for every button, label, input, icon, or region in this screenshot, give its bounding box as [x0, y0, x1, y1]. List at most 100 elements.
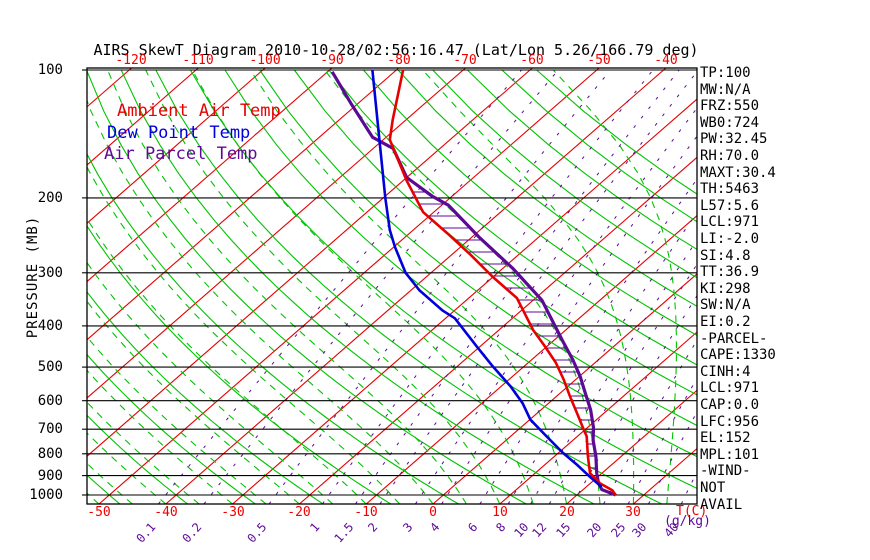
ambient-temp-curve	[388, 69, 617, 496]
dry-adiabat-line	[155, 69, 663, 504]
stat-line: KI:298	[700, 280, 751, 297]
stat-line: AVAIL	[700, 496, 743, 513]
mixing-ratio-line	[158, 69, 522, 504]
bottom-temp-tick: -30	[221, 505, 245, 520]
top-temp-tick: -90	[320, 53, 344, 68]
dry-adiabat-line	[120, 69, 595, 504]
top-temp-tick: -110	[182, 53, 214, 68]
stat-line: EL:152	[700, 430, 751, 447]
dry-adiabat-line	[432, 69, 697, 279]
top-temp-tick: -80	[387, 53, 411, 68]
bottom-temp-tick: -50	[87, 505, 111, 520]
moist-adiabat-line	[87, 462, 133, 504]
dry-adiabat-line	[87, 353, 256, 504]
pressure-tick-label: 400	[37, 318, 63, 334]
pressure-tick-label: 200	[37, 190, 63, 206]
grid-layer	[87, 68, 697, 504]
isotherm-line	[299, 156, 697, 504]
dry-adiabat-line	[87, 291, 324, 504]
mixing-unit-label: (g/kg)	[664, 514, 711, 529]
dry-adiabat-line	[87, 69, 527, 504]
moist-adiabat-line	[87, 261, 334, 504]
stat-line: TT:36.9	[700, 264, 760, 281]
dry-adiabat-line	[189, 69, 697, 490]
isotherm-line	[432, 273, 697, 504]
dry-adiabat-line	[328, 69, 697, 366]
isotherm-line	[87, 68, 333, 283]
bottom-temp-tick: 0	[429, 505, 437, 520]
stat-line: TH:5463	[700, 181, 760, 198]
mixing-ratio-line	[414, 107, 697, 504]
stat-line: SW:N/A	[700, 297, 751, 314]
dry-adiabat-line	[363, 69, 697, 336]
isotherm-line	[87, 68, 199, 166]
mixing-ratio-line	[379, 70, 697, 504]
legend-item-air-parcel-temp: Air Parcel Temp	[104, 144, 258, 164]
mixing-ratio-line	[548, 263, 697, 504]
isotherm-line	[365, 214, 697, 504]
dry-adiabat-line	[293, 69, 697, 396]
legend-item-ambient-air-temp: Ambient Air Temp	[117, 101, 281, 121]
pressure-tick-label: 300	[37, 265, 63, 281]
stat-line: RH:70.0	[700, 148, 760, 164]
stat-line: MPL:101	[700, 446, 760, 463]
isotherm-line	[232, 98, 697, 504]
dry-adiabat-line	[87, 152, 459, 504]
mixing-ratio-line	[530, 239, 697, 504]
dewpoint-curve	[371, 69, 603, 488]
stat-line: CAP:0.0	[700, 397, 760, 413]
dry-adiabat-line	[87, 414, 188, 504]
dry-adiabat-line	[467, 69, 697, 251]
top-temp-tick: -70	[453, 53, 477, 68]
moist-adiabat-line	[87, 99, 434, 504]
moist-adiabat-line	[87, 165, 401, 504]
dry-adiabat-line	[397, 69, 697, 307]
stat-line: FRZ:550	[700, 98, 760, 115]
dry-adiabat-line	[259, 69, 697, 427]
isotherm-line	[87, 68, 266, 225]
parcel-temp-curve	[330, 70, 617, 497]
bottom-temp-tick: -20	[287, 505, 311, 520]
isotherm-line	[499, 331, 697, 504]
bottom-temp-tick: 10	[492, 505, 508, 520]
moist-adiabat-line	[87, 492, 100, 504]
pressure-tick-label: 700	[37, 421, 63, 437]
top-temp-tick: -120	[115, 53, 147, 68]
stat-line: MAXT:30.4	[700, 164, 776, 181]
top-temp-tick: -60	[520, 53, 544, 68]
stat-line: -PARCEL-	[700, 330, 768, 347]
moist-adiabat-line	[87, 300, 300, 504]
pressure-tick-label: 1000	[29, 487, 63, 503]
mixing-ratio-line	[355, 69, 680, 504]
sounding-layer	[330, 69, 617, 497]
stat-line: EI:0.2	[700, 314, 751, 330]
stat-line: LCL:971	[700, 214, 760, 231]
moist-adiabat-line	[324, 69, 601, 504]
legend-item-dew-point-temp: Dew Point Temp	[107, 123, 251, 143]
stat-line: L57:5.6	[700, 197, 760, 214]
stat-line: NOT	[700, 480, 726, 496]
stat-line: CINH:4	[700, 363, 751, 380]
stat-line: TP:100	[700, 65, 751, 81]
pressure-tick-label: 500	[37, 359, 63, 375]
temp-unit-label: T(C)	[676, 504, 708, 519]
isotherm-line	[87, 68, 400, 341]
moist-adiabat-line	[107, 69, 467, 504]
pressure-tick-label: 800	[37, 446, 63, 462]
bottom-temp-tick: 30	[625, 505, 641, 520]
stat-line: MW:N/A	[700, 81, 751, 98]
stat-line: LFC:956	[700, 413, 760, 430]
moist-adiabat-line	[145, 69, 501, 504]
isotherm-line	[566, 389, 697, 504]
pressure-tick-label: 600	[37, 393, 63, 409]
top-temp-tick: -100	[249, 53, 281, 68]
stat-line: PW:32.45	[700, 131, 768, 148]
isotherm-line	[87, 68, 466, 399]
pressure-tick-label: 100	[37, 62, 63, 78]
stat-line: LI:-2.0	[700, 231, 760, 247]
moist-adiabat-line	[422, 69, 635, 504]
top-temp-tick: -40	[654, 53, 678, 68]
top-temp-tick: -50	[587, 53, 611, 68]
